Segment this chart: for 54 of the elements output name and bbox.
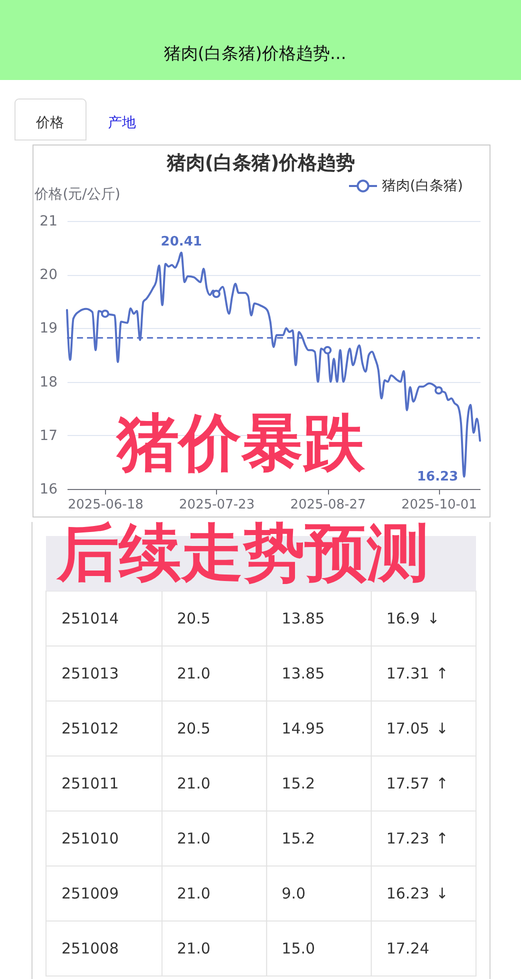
y-tick-label: 251010 xyxy=(62,830,119,848)
annotation: 猪价暴跌 xyxy=(115,406,366,479)
data-label: 15.2 xyxy=(282,830,316,848)
data-label: 20.5 xyxy=(177,720,210,738)
y-tick-label: 18 xyxy=(40,374,58,390)
data-label: 17.31 xyxy=(386,664,430,682)
y-tick-label: 251008 xyxy=(62,940,119,958)
data-label: 21.0 xyxy=(177,664,210,682)
legend-label: 猪肉(白条猪) xyxy=(382,178,463,194)
y-tick-label: 251011 xyxy=(62,774,119,792)
text: 产地 xyxy=(108,115,136,131)
y-tick-label: 19 xyxy=(40,320,58,337)
annotation: ↑ xyxy=(436,664,448,682)
data-label: 16.23 xyxy=(416,470,458,485)
x-tick-label: 2025-06-18 xyxy=(68,498,144,512)
data-label: 21.0 xyxy=(177,774,210,792)
data-label: 20.5 xyxy=(177,610,210,628)
data-label: 14.95 xyxy=(282,720,325,738)
y-tick-label: 16 xyxy=(40,482,58,498)
text: 猪肉(白条猪)价格趋势... xyxy=(164,44,346,64)
data-label: 16.23 xyxy=(386,884,430,902)
data-label: 21.0 xyxy=(177,830,210,848)
text: 后续走势预测 xyxy=(56,516,429,589)
y-tick-label: 20 xyxy=(40,267,58,284)
data-label: 20.41 xyxy=(160,234,202,250)
y-tick-label: 251009 xyxy=(62,884,119,902)
data-label: 15.2 xyxy=(282,774,316,792)
annotation: ↓ xyxy=(427,610,440,628)
annotation: ↑ xyxy=(436,774,448,792)
x-tick-label: 2025-07-23 xyxy=(179,498,255,512)
y-tick-label: 251014 xyxy=(62,610,119,628)
x-tick-label: 2025-08-27 xyxy=(290,498,366,512)
y-tick-label: 21 xyxy=(40,214,58,230)
y-axis-title: 价格(元/公斤) xyxy=(34,186,120,202)
data-label: 21.0 xyxy=(177,884,210,902)
x-tick-label: 2025-10-01 xyxy=(401,498,477,512)
data-label: 13.85 xyxy=(282,664,325,682)
annotation: ↓ xyxy=(436,720,448,738)
data-label: 17.57 xyxy=(386,774,430,792)
data-label: 13.85 xyxy=(282,610,325,628)
data-label: 17.05 xyxy=(386,720,430,738)
y-tick-label: 17 xyxy=(40,428,58,444)
data-label: 16.9 xyxy=(386,610,420,628)
text: 价格 xyxy=(35,115,64,131)
data-label: 21.0 xyxy=(177,940,210,958)
data-label: 17.24 xyxy=(386,940,430,958)
y-tick-label: 251012 xyxy=(62,720,119,738)
chart-title: 猪肉(白条猪)价格趋势 xyxy=(166,152,356,174)
y-tick-label: 251013 xyxy=(62,664,119,682)
data-label: 15.0 xyxy=(282,940,316,958)
annotation: ↓ xyxy=(436,884,448,902)
data-label: 17.23 xyxy=(386,830,430,848)
data-label: 9.0 xyxy=(282,884,306,902)
annotation: ↑ xyxy=(436,830,448,848)
